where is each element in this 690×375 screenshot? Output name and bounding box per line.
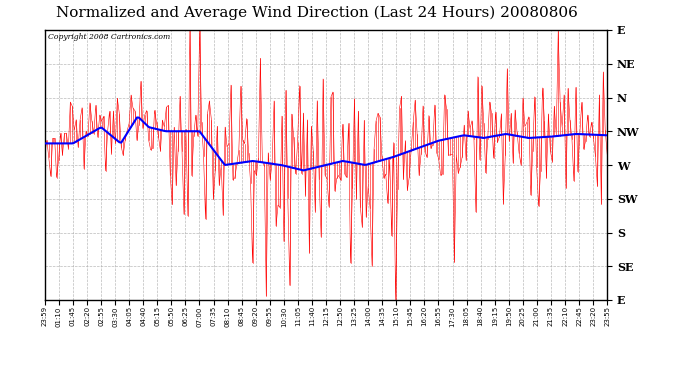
Text: Copyright 2008 Cartronics.com: Copyright 2008 Cartronics.com [48,33,170,41]
Text: Normalized and Average Wind Direction (Last 24 Hours) 20080806: Normalized and Average Wind Direction (L… [57,6,578,20]
